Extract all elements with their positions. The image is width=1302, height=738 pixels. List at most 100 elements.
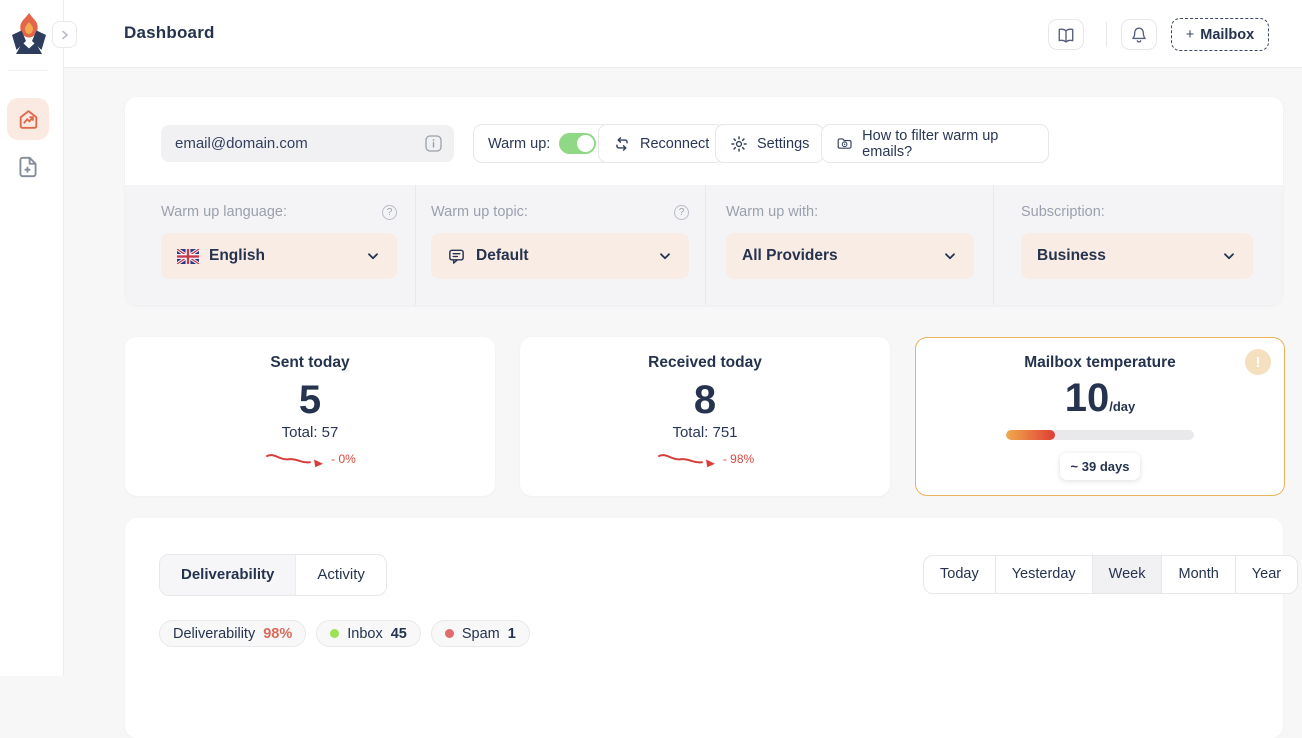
- temperature-unit: /day: [1109, 399, 1136, 414]
- bell-icon: [1132, 26, 1146, 43]
- settings-button[interactable]: Settings: [715, 124, 825, 163]
- received-today-card: Received today 8 Total: 751 - 98%: [520, 337, 890, 496]
- days-remaining-badge[interactable]: ~ 39 days: [1060, 453, 1140, 480]
- legend-spam[interactable]: Spam 1: [430, 620, 530, 647]
- warmup-toggle-group: Warm up:: [473, 124, 612, 163]
- legend-label: Deliverability: [173, 625, 256, 642]
- range-week[interactable]: Week: [1092, 556, 1163, 593]
- legend-inbox[interactable]: Inbox 45: [316, 620, 421, 647]
- sidebar-collapse-button[interactable]: [52, 21, 77, 48]
- column-divider: [415, 185, 416, 305]
- range-yesterday[interactable]: Yesterday: [996, 556, 1093, 593]
- stat-change: - 0%: [125, 450, 495, 468]
- reconnect-icon: [616, 136, 628, 151]
- range-year[interactable]: Year: [1251, 566, 1282, 582]
- down-sparkline-icon: [266, 454, 324, 468]
- stat-title: Sent today: [270, 354, 350, 371]
- warmup-with-column: Warm up with: All Providers: [726, 185, 974, 279]
- help-icon[interactable]: ?: [674, 204, 689, 220]
- warning-icon[interactable]: !: [1245, 349, 1271, 375]
- book-icon: [1058, 28, 1074, 43]
- stat-total: Total: 57: [281, 424, 339, 441]
- column-divider: [993, 185, 994, 305]
- warmup-topic-value: Default: [476, 247, 529, 264]
- chevron-down-icon: [1221, 248, 1237, 264]
- warmup-with-select[interactable]: All Providers: [726, 233, 974, 279]
- chevron-down-icon: [657, 248, 673, 264]
- warmup-toggle[interactable]: [559, 133, 597, 154]
- email-input[interactable]: email@domain.com: [161, 125, 454, 162]
- file-plus-icon: [19, 156, 37, 178]
- column-divider: [705, 185, 706, 305]
- legend-value: 1: [507, 625, 516, 642]
- warmup-with-label: Warm up with:: [726, 204, 819, 220]
- info-icon[interactable]: [425, 135, 442, 152]
- subscription-select[interactable]: Business: [1021, 233, 1253, 279]
- reconnect-button[interactable]: Reconnect: [598, 124, 725, 163]
- stat-change-label: - 98%: [722, 452, 755, 466]
- header-divider: [1106, 22, 1107, 47]
- filter-help-button[interactable]: How to filter warm up emails?: [821, 124, 1049, 163]
- home-chart-icon: [19, 109, 37, 129]
- warmup-with-value: All Providers: [742, 247, 838, 264]
- chart-card: Deliverability Activity Today Yesterday …: [125, 518, 1299, 738]
- mailbox-settings-card: email@domain.com Warm up: Reconnect Sett…: [125, 97, 1283, 305]
- sidebar-item-dashboard[interactable]: [7, 98, 49, 140]
- gear-icon: [731, 135, 747, 152]
- toggle-knob: [577, 135, 595, 152]
- warmup-topic-label: Warm up topic:: [431, 204, 528, 220]
- tab-activity[interactable]: Activity: [317, 566, 365, 583]
- app-logo-flame-mail: [12, 13, 46, 54]
- subscription-value: Business: [1037, 247, 1106, 264]
- notifications-button[interactable]: [1121, 19, 1157, 50]
- warmup-language-label: Warm up language:: [161, 204, 288, 220]
- warmup-settings-row: Warm up language: ? English: [125, 185, 1283, 305]
- legend-label: Inbox: [347, 625, 383, 642]
- plus-icon: +: [1185, 26, 1195, 43]
- stat-total: Total: 751: [672, 424, 738, 441]
- help-icon[interactable]: ?: [382, 204, 397, 220]
- legend-value: 45: [390, 625, 407, 642]
- temperature-progress-bar: [1006, 430, 1194, 440]
- warmup-topic-column: Warm up topic: ? Default: [431, 185, 689, 279]
- chevron-down-icon: [365, 248, 381, 264]
- filter-help-label: How to filter warm up emails?: [862, 127, 999, 160]
- sidebar: [0, 0, 77, 676]
- temperature-number: 10: [1064, 376, 1110, 420]
- sidebar-divider: [8, 70, 48, 71]
- docs-button[interactable]: [1048, 19, 1084, 50]
- add-mailbox-button[interactable]: + Mailbox: [1171, 18, 1269, 51]
- chart-tabs: Deliverability Activity: [159, 554, 387, 596]
- add-mailbox-label: Mailbox: [1200, 26, 1255, 43]
- stat-value: 5: [298, 378, 322, 422]
- warmup-language-select[interactable]: English: [161, 233, 397, 279]
- uk-flag-icon: [177, 248, 199, 264]
- stat-value: 8: [693, 378, 717, 422]
- range-today[interactable]: Today: [924, 556, 996, 593]
- sidebar-item-add-report[interactable]: [7, 146, 49, 188]
- temperature-title: Mailbox temperature: [1024, 354, 1176, 371]
- page-title: Dashboard: [124, 23, 215, 42]
- chat-bubble-icon: [447, 247, 466, 266]
- chart-legend: Deliverability 98% Inbox 45 Spam 1: [159, 620, 530, 647]
- warmup-topic-select[interactable]: Default: [431, 233, 689, 279]
- chevron-down-icon: [942, 248, 958, 264]
- stat-title: Received today: [648, 354, 762, 371]
- warmup-language-column: Warm up language: ? English: [161, 185, 397, 279]
- email-value: email@domain.com: [175, 135, 308, 152]
- temperature-progress-fill: [1006, 430, 1055, 440]
- range-month[interactable]: Month: [1162, 556, 1236, 593]
- legend-deliverability[interactable]: Deliverability 98%: [159, 620, 307, 647]
- inbox-dot-icon: [330, 629, 340, 638]
- warmup-language-value: English: [209, 247, 265, 264]
- down-sparkline-icon: [657, 454, 715, 468]
- chevron-right-icon: [61, 30, 68, 39]
- time-range-selector: Today Yesterday Week Month Year: [923, 555, 1299, 594]
- settings-label: Settings: [757, 135, 810, 152]
- mailbox-temperature-card: ! Mailbox temperature 10/day ~ 39 days: [915, 337, 1285, 496]
- header: Dashboard + Mailbox: [64, 0, 1302, 68]
- subscription-label: Subscription:: [1021, 204, 1105, 220]
- video-folder-icon: [837, 138, 852, 149]
- tab-deliverability[interactable]: Deliverability: [160, 555, 297, 595]
- subscription-column: Subscription: Business: [1021, 185, 1253, 279]
